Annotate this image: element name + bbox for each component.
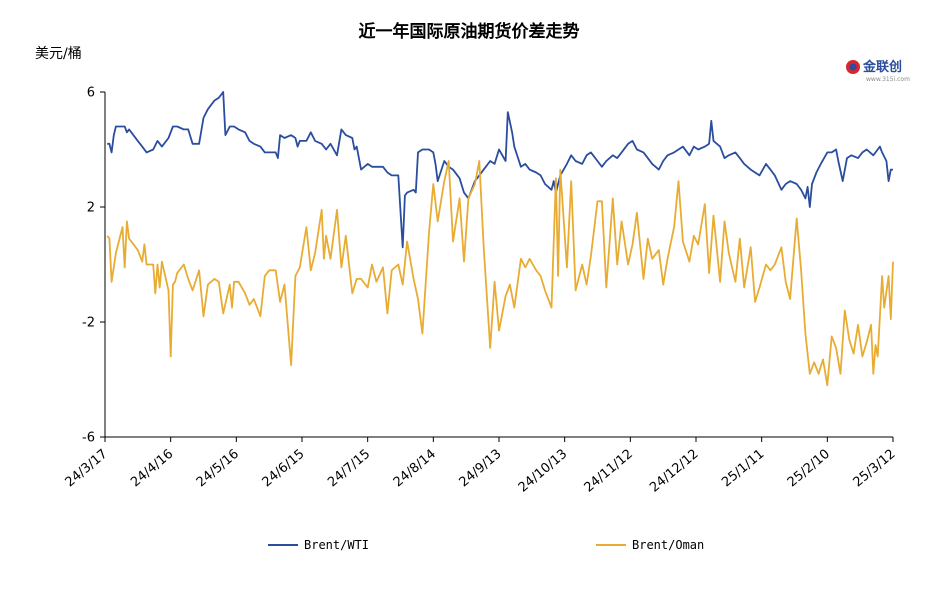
- series-layer: [106, 91, 894, 387]
- legend-label-brent-wti: Brent/WTI: [304, 538, 369, 552]
- x-tick-label: 24/4/16: [128, 447, 176, 491]
- y-tick-label: 2: [87, 201, 95, 216]
- x-tick-label: 24/7/15: [325, 447, 373, 491]
- x-tick-label: 24/10/13: [516, 447, 570, 496]
- x-tick-label: 24/9/13: [457, 447, 505, 491]
- logo-mark-inner: [849, 63, 857, 71]
- legend: Brent/WTI Brent/Oman: [268, 538, 704, 552]
- axes: 6 2 -2 -624/3/17 24/4/16 24/5/16 24/6/15 24/7/1…: [63, 86, 899, 496]
- x-tick-label: 25/2/10: [785, 447, 833, 491]
- y-tick-label: -6: [82, 431, 95, 446]
- series-line-brent-wti: [107, 91, 893, 249]
- x-tick-label: 24/5/16: [194, 447, 242, 491]
- x-tick-label: 24/6/15: [260, 447, 308, 491]
- y-tick-label: 6: [87, 86, 95, 101]
- logo-subtext: www.315i.com: [866, 76, 910, 83]
- brand-logo: 金联创 www.315i.com: [846, 59, 910, 83]
- x-tick-label: 24/12/12: [647, 447, 701, 496]
- y-tick-label: -2: [82, 316, 95, 331]
- series-line-brent-oman: [106, 160, 894, 387]
- legend-label-brent-oman: Brent/Oman: [632, 538, 704, 552]
- chart-title: 近一年国际原油期货价差走势: [359, 21, 580, 42]
- x-tick-label: 25/1/11: [719, 447, 767, 491]
- x-tick-label: 25/3/12: [851, 447, 899, 491]
- x-tick-label: 24/11/12: [582, 447, 636, 496]
- logo-text: 金联创: [862, 59, 902, 75]
- x-tick-label: 24/3/17: [63, 447, 111, 491]
- y-axis-unit: 美元/桶: [35, 46, 82, 62]
- x-tick-label: 24/8/14: [391, 447, 439, 491]
